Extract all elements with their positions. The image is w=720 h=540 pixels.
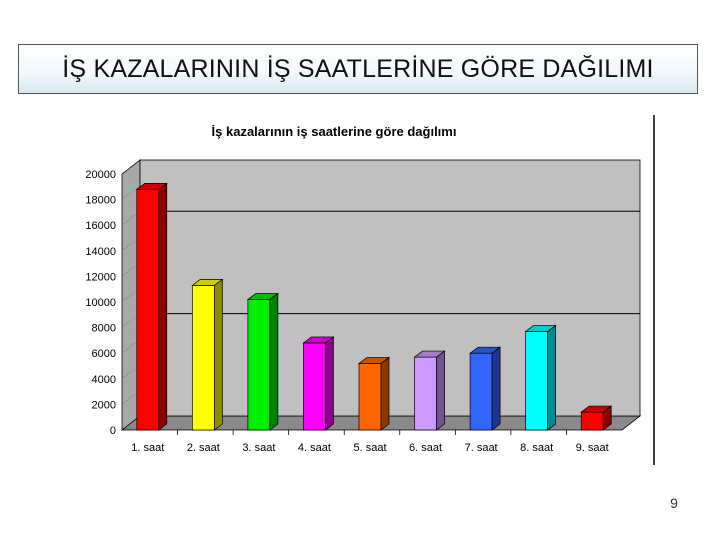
gridline-side — [121, 210, 141, 226]
bar-front — [414, 356, 437, 431]
bar — [302, 336, 335, 431]
gridline-side — [121, 185, 141, 200]
x-tick-label: 3. saat — [242, 442, 275, 454]
y-tick-label: 10000 — [85, 297, 116, 309]
bar — [357, 356, 391, 431]
x-tick-label: 1. saat — [131, 442, 164, 454]
bar-top — [191, 279, 224, 286]
gridline-side — [121, 415, 141, 431]
y-tick-label: 2000 — [92, 399, 116, 411]
gridline-side — [121, 262, 141, 277]
bar-side — [213, 278, 223, 431]
slide-number: 9 — [670, 495, 678, 511]
chart-back-wall — [139, 159, 641, 417]
y-tick-label: 14000 — [85, 246, 116, 258]
y-tick-label: 20000 — [85, 169, 116, 181]
bar — [580, 405, 613, 431]
bar — [246, 292, 279, 431]
bar — [413, 350, 446, 431]
bar — [469, 346, 502, 431]
bar-top — [413, 350, 446, 358]
bar-side — [491, 346, 501, 431]
bar-front — [136, 189, 160, 431]
gridline-side — [121, 390, 141, 405]
x-tick-label: 4. saat — [298, 442, 331, 454]
y-tick-label: 0 — [110, 425, 116, 437]
bar-front — [191, 285, 215, 431]
y-tick-label: 12000 — [85, 271, 116, 283]
bar-side — [325, 336, 334, 431]
bar-front — [469, 352, 493, 431]
bar-top — [580, 405, 613, 413]
slide-heading: İŞ KAZALARININ İŞ SAATLERİNE GÖRE DAĞILI… — [18, 44, 698, 94]
bar-side — [436, 350, 445, 431]
gridline-side — [121, 287, 141, 303]
gridline-side — [121, 364, 141, 380]
bar-side — [547, 324, 557, 431]
x-tick-label: 9. saat — [576, 442, 609, 454]
gridline-side — [121, 159, 141, 175]
y-tick-label: 18000 — [85, 195, 116, 207]
bar — [191, 278, 224, 431]
gridline-side — [121, 313, 141, 328]
bar-side — [269, 292, 279, 431]
bar-front — [525, 331, 549, 431]
bar — [524, 324, 557, 431]
bar-top — [246, 293, 279, 300]
gridline-side — [121, 338, 141, 354]
bar-top — [357, 357, 391, 364]
bar-front — [358, 363, 382, 431]
y-tick-label: 8000 — [92, 323, 116, 335]
bar — [135, 182, 168, 431]
bar-side — [380, 356, 390, 431]
bar-front — [580, 411, 604, 431]
bar-top — [135, 183, 168, 190]
chart-title: İş kazalarının iş saatlerine göre dağılı… — [212, 124, 457, 139]
bar-top — [302, 336, 335, 344]
x-tick-label: 2. saat — [187, 442, 220, 454]
gridline-side — [121, 236, 141, 252]
x-tick-label: 6. saat — [409, 442, 442, 454]
y-tick-label: 6000 — [92, 348, 116, 360]
x-tick-label: 5. saat — [353, 442, 386, 454]
y-tick-label: 16000 — [85, 220, 116, 232]
bar-front — [247, 299, 271, 431]
bar-front — [303, 342, 326, 431]
x-tick-label: 7. saat — [465, 442, 498, 454]
bar-top — [469, 346, 502, 354]
y-tick-label: 4000 — [92, 374, 116, 386]
x-tick-label: 8. saat — [520, 442, 553, 454]
bar-side — [158, 182, 168, 431]
bar-top — [524, 325, 557, 332]
